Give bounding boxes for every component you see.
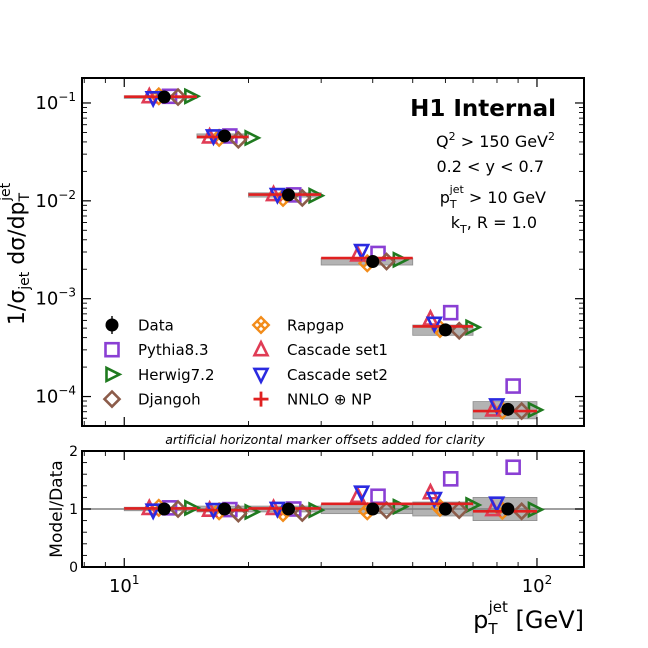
legend-marker-data (105, 318, 119, 332)
x-axis-label: pTjet [GeV] (473, 598, 584, 638)
main-djangoh-0 (168, 87, 188, 107)
ratio-pythia8-3-4 (442, 471, 459, 487)
main-cascade-set1-3 (349, 244, 367, 262)
cut-pt: pTjet > 10 GeV (440, 183, 546, 211)
y-axis-label-main: 1/σjet dσ/dpTjet (0, 182, 33, 325)
main-ytick-label-2: 10−3 (35, 286, 76, 310)
main-y-ticks: 10−1 10−2 10−3 10−4 (35, 90, 584, 419)
offset-note: artificial horizontal marker offsets add… (165, 432, 485, 447)
ratio-djangoh-3 (377, 500, 396, 520)
main-djangoh-4 (449, 321, 469, 341)
main-markers (124, 86, 545, 421)
legend-label-cascade-set1: Cascade set1 (287, 341, 388, 359)
ratio-data-1 (218, 502, 232, 516)
cut-kt: kT, R = 1.0 (451, 213, 537, 236)
ratio-markers (124, 459, 545, 523)
ratio-cascade-set2-5 (488, 496, 506, 514)
legend-marker-cascade-set1 (252, 339, 270, 357)
legend-label-herwig7-2: Herwig7.2 (138, 366, 215, 384)
main-ytick-label-0: 10−1 (35, 90, 76, 114)
legend-label-cascade-set2: Cascade set2 (287, 366, 388, 384)
x-tick-label-0: 101 (109, 573, 140, 597)
ratio-ytick-label-1: 1 (69, 502, 78, 518)
ratio-djangoh-5 (512, 501, 531, 521)
main-cascade-set2-5 (488, 398, 506, 416)
main-ytick-label-3: 10−4 (35, 384, 76, 408)
ratio-data-5 (501, 502, 515, 516)
ratio-cascade-set1-3 (349, 485, 367, 504)
main-data-4 (438, 323, 452, 337)
ratio-data-2 (281, 502, 295, 516)
ratio-cascade-set2-0 (144, 503, 162, 521)
main-x-ticks (83, 78, 538, 426)
legend-marker-djangoh (102, 389, 122, 409)
main-ytick-label-1: 10−2 (35, 188, 76, 212)
legend-label-pythia8-3: Pythia8.3 (138, 341, 209, 359)
ratio-data-4 (438, 502, 452, 516)
legend-label-rapgap: Rapgap (287, 317, 344, 335)
main-data-0 (157, 90, 171, 104)
main-data-5 (501, 402, 515, 416)
legend-label-nnlo-np: NNLO ⊕ NP (287, 391, 371, 409)
legend-label-data: Data (138, 317, 174, 335)
main-data-3 (366, 254, 380, 268)
ratio-x-ticks: 101 102 (83, 451, 553, 597)
legend-label-djangoh: Djangoh (138, 391, 201, 409)
main-data-1 (218, 129, 232, 143)
ratio-y-label: Model/Data (47, 460, 67, 557)
ratio-ytick-label-0: 0 (69, 560, 78, 576)
main-pythia8-3-4 (442, 304, 459, 321)
main-panel: 10−1 10−2 10−3 10−4 H1 Internal Q2 > 150 Ge… (0, 77, 585, 427)
ratio-djangoh-2 (292, 503, 312, 523)
legend-marker-herwig7-2 (105, 365, 123, 384)
main-cascade-set2-4 (425, 316, 443, 334)
legend-marker-cascade-set2 (252, 367, 270, 385)
ratio-djangoh-0 (168, 499, 188, 519)
legend-marker-rapgap-b (255, 319, 267, 331)
main-cascade-set2-0 (144, 90, 162, 109)
ratio-panel: 0 1 2 101 102 Model/Data (47, 444, 585, 597)
ratio-cascade-set2-3 (353, 485, 371, 503)
ratio-herwig7-2-2 (308, 501, 326, 519)
ratio-djangoh-4 (449, 500, 469, 520)
ratio-y-ticks: 0 1 2 (69, 444, 584, 576)
main-data-2 (281, 188, 295, 202)
ratio-data-3 (366, 502, 380, 516)
ratio-ytick-label-2: 2 (69, 444, 78, 460)
main-djangoh-5 (512, 401, 531, 421)
ratio-cascade-set2-4 (425, 491, 443, 509)
main-cascade-set2-3 (353, 243, 371, 262)
main-pythia8-3-5 (505, 378, 521, 394)
cut-y: 0.2 < y < 0.7 (436, 157, 544, 176)
cut-q2: Q2 > 150 GeV2 (436, 130, 555, 151)
legend-marker-pythia8-3 (104, 341, 120, 358)
ratio-data-0 (157, 502, 171, 516)
ratio-pythia8-3-5 (505, 459, 521, 476)
legend: Data Pythia8.3 Herwig7.2 Djangoh Rapgap Casca… (102, 315, 388, 409)
x-tick-label-1: 102 (522, 573, 553, 597)
plot-title: H1 Internal (410, 96, 556, 122)
